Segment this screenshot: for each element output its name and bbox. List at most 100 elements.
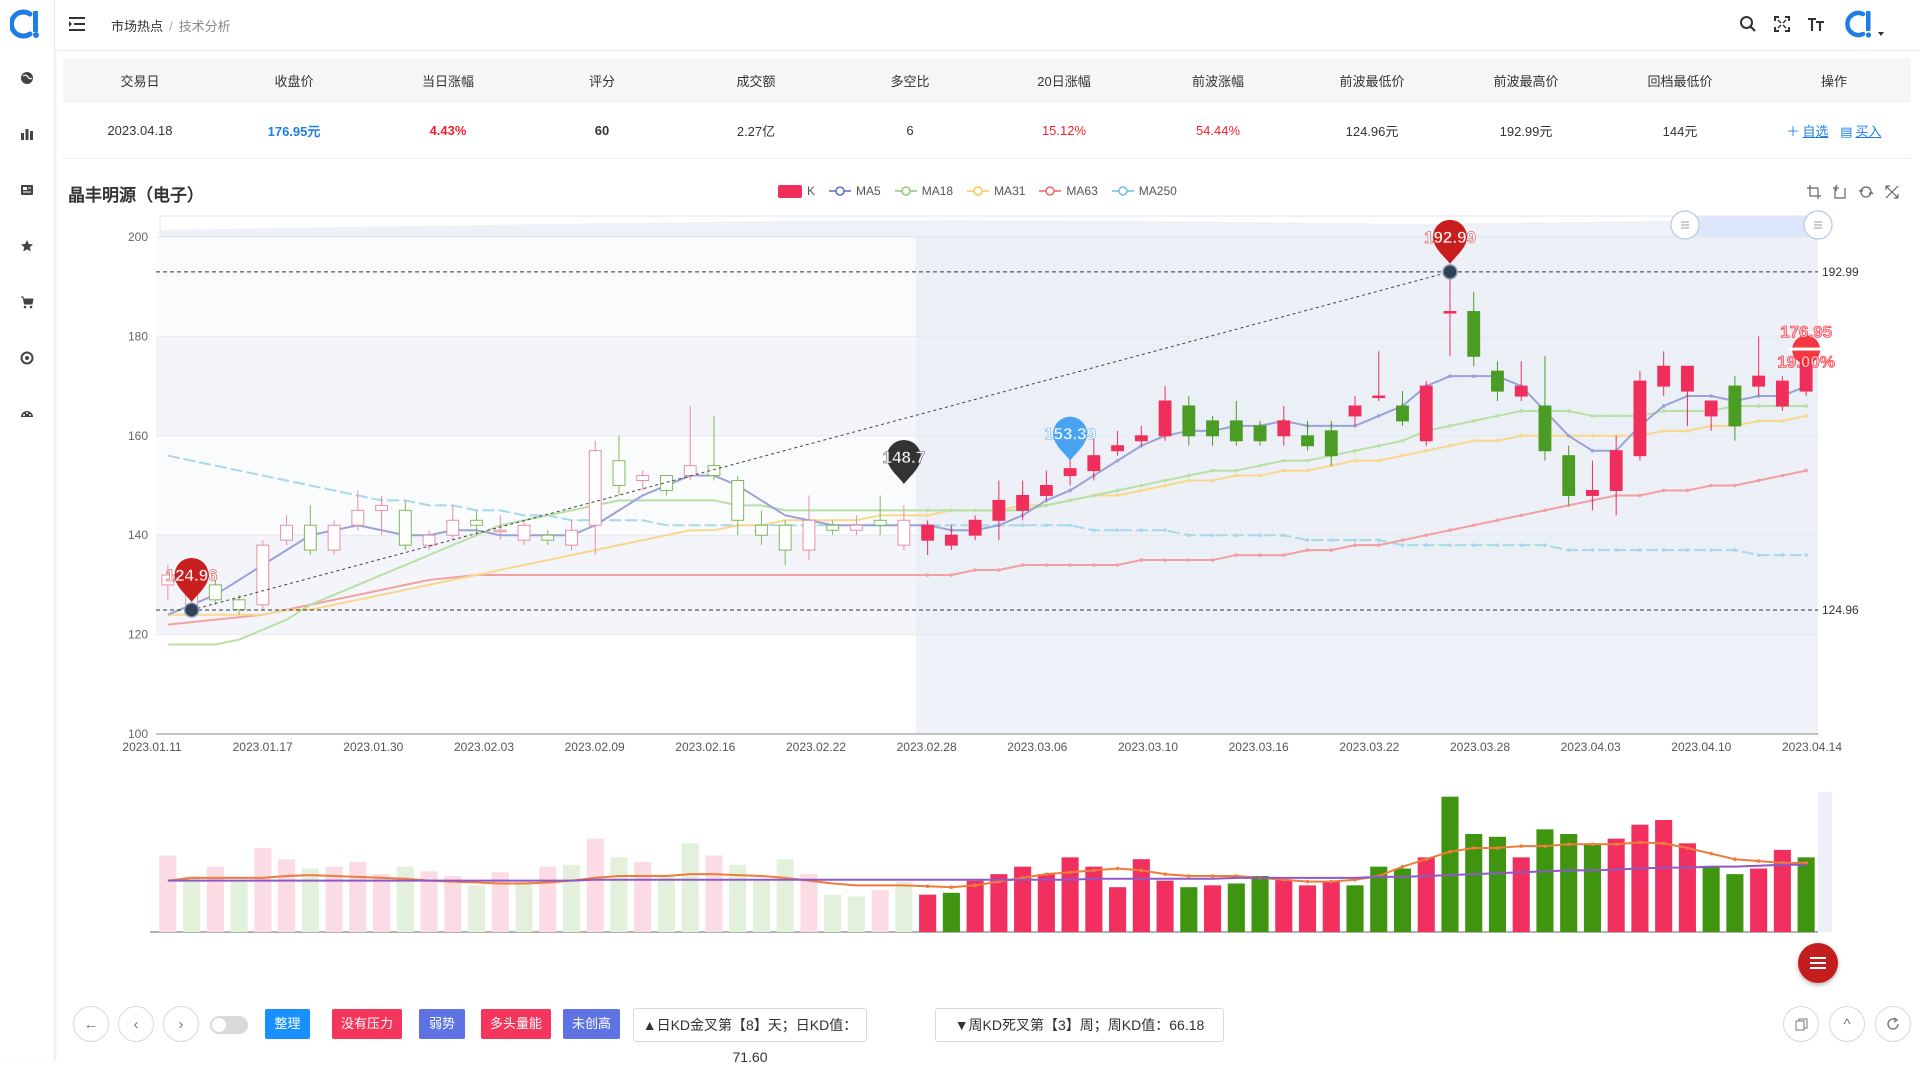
volume-bar — [1465, 834, 1483, 932]
volume-bar — [681, 843, 699, 932]
bar-chart-icon[interactable] — [16, 123, 38, 145]
app-logo-icon[interactable] — [8, 8, 44, 45]
kline-chart[interactable]: 192.99 124.96 100 120 140 160 180 200 2023.01.1… — [0, 0, 1920, 960]
legend-item-k[interactable]: K — [778, 184, 815, 198]
legend-item-ma18[interactable]: MA18 — [894, 184, 953, 198]
font-size-icon[interactable] — [1805, 13, 1827, 35]
candle-body — [1538, 405, 1552, 452]
price-marker[interactable]: 192.99 — [1424, 219, 1476, 280]
col-header: 操作 — [1820, 74, 1847, 89]
user-avatar-icon[interactable] — [1845, 8, 1885, 40]
back-icon[interactable]: ← — [73, 1006, 109, 1042]
tag-no-new-high[interactable]: 未创高 — [563, 1009, 620, 1039]
volume-bar — [1393, 868, 1412, 932]
toggle-switch[interactable] — [210, 1016, 248, 1034]
ma63-point — [1685, 488, 1690, 493]
price-marker[interactable]: 176.95 19.00% — [1777, 322, 1835, 372]
col-header: 20日涨幅 — [1037, 74, 1091, 89]
save-image-icon[interactable] — [1884, 184, 1900, 200]
fullscreen-icon[interactable] — [1771, 13, 1793, 35]
x-tick-label: 2023.02.22 — [786, 740, 846, 754]
candle — [612, 435, 626, 496]
search-icon[interactable] — [1737, 13, 1759, 35]
tag-weak[interactable]: 弱势 — [419, 1009, 465, 1039]
ma31-point — [1495, 438, 1500, 443]
tag-bull-volume[interactable]: 多头量能 — [481, 1009, 551, 1039]
legend-item-ma31[interactable]: MA31 — [967, 184, 1025, 198]
datazoom-slider[interactable] — [159, 210, 1833, 240]
price-marker-label: 192.99 — [1424, 228, 1476, 247]
ma250-point — [1115, 528, 1120, 533]
copy-icon[interactable] — [1783, 1006, 1819, 1042]
zoom-area-icon[interactable] — [1806, 184, 1822, 200]
plus-icon: ＋ — [1786, 124, 1800, 139]
menu-fab-button[interactable] — [1798, 943, 1838, 983]
ma250-point — [1685, 548, 1690, 552]
legend-item-ma5[interactable]: MA5 — [829, 184, 881, 198]
star-icon[interactable] — [16, 235, 38, 257]
legend-item-ma250[interactable]: MA250 — [1111, 184, 1177, 198]
tag-no-pressure[interactable]: 没有压力 — [332, 1009, 402, 1039]
ma5-point — [1566, 434, 1571, 438]
candle-body — [897, 519, 911, 546]
next-icon[interactable]: › — [163, 1006, 199, 1042]
candle — [731, 475, 745, 536]
ma63-point — [997, 568, 1001, 572]
ma31-point — [1661, 429, 1666, 433]
tag-consolidation[interactable]: 整理 — [265, 1009, 310, 1039]
news-icon[interactable] — [16, 179, 38, 201]
scroll-top-icon[interactable]: ^ — [1829, 1006, 1865, 1042]
add-watchlist-button[interactable]: ＋自选 — [1787, 124, 1829, 139]
y-tick-label: 140 — [128, 528, 148, 542]
volume-ma-point — [1495, 846, 1500, 850]
long-short-ratio: 6 — [906, 123, 914, 138]
candle — [755, 510, 768, 546]
ma63-point — [1258, 553, 1262, 557]
candle — [1253, 420, 1267, 446]
globe-icon[interactable] — [16, 67, 38, 89]
breadcrumb-item-market[interactable]: 市场热点 — [111, 19, 164, 34]
ma63-point — [1210, 558, 1215, 562]
prev-icon[interactable]: ‹ — [118, 1006, 154, 1042]
ma250-point — [1614, 548, 1618, 552]
price-marker[interactable]: 124.96 — [165, 557, 218, 618]
restore-icon[interactable] — [1858, 184, 1874, 200]
menu-toggle-icon[interactable] — [69, 16, 87, 32]
ma18-point — [1068, 498, 1072, 503]
candle-body — [1562, 455, 1576, 496]
volume-ma-point — [1115, 866, 1120, 871]
volume-ma-point — [1661, 841, 1666, 846]
volume-bar — [776, 859, 794, 932]
ma250-point — [1709, 548, 1713, 552]
volume-bar — [515, 880, 533, 932]
candle — [446, 505, 460, 541]
dashboard-icon[interactable] — [16, 403, 38, 425]
volume-ma-point — [1187, 874, 1191, 878]
col-header: 当日涨幅 — [421, 74, 474, 89]
y-tick-label: 180 — [128, 329, 148, 343]
candle — [968, 515, 982, 541]
legend-item-ma63[interactable]: MA63 — [1039, 184, 1098, 198]
price-marker[interactable]: 153.39 — [1044, 416, 1096, 461]
volume-ma-point — [1163, 872, 1167, 876]
candle — [161, 565, 175, 600]
zoom-selected-range — [1685, 216, 1818, 236]
ma5-point — [1448, 374, 1452, 378]
candle — [1775, 376, 1789, 411]
candle-body — [1158, 400, 1172, 437]
buy-button[interactable]: ▤ 买入 — [1840, 124, 1882, 139]
zoom-reset-icon[interactable] — [1832, 184, 1848, 200]
ma18-point — [1590, 414, 1595, 418]
ma18-point — [1804, 404, 1808, 408]
candle — [517, 520, 531, 546]
trade-date: 2023.04.18 — [107, 123, 173, 138]
wave-high: 192.99元 — [1499, 124, 1553, 139]
volume-bar — [373, 874, 391, 932]
refresh-icon[interactable] — [1875, 1006, 1911, 1042]
volume-ma-point — [1756, 859, 1761, 863]
target-icon[interactable] — [16, 347, 38, 369]
ma18-point — [973, 508, 977, 513]
price-marker[interactable]: 148.7 — [882, 439, 926, 484]
cart-icon[interactable] — [16, 291, 38, 313]
ma31-point — [1519, 434, 1524, 438]
